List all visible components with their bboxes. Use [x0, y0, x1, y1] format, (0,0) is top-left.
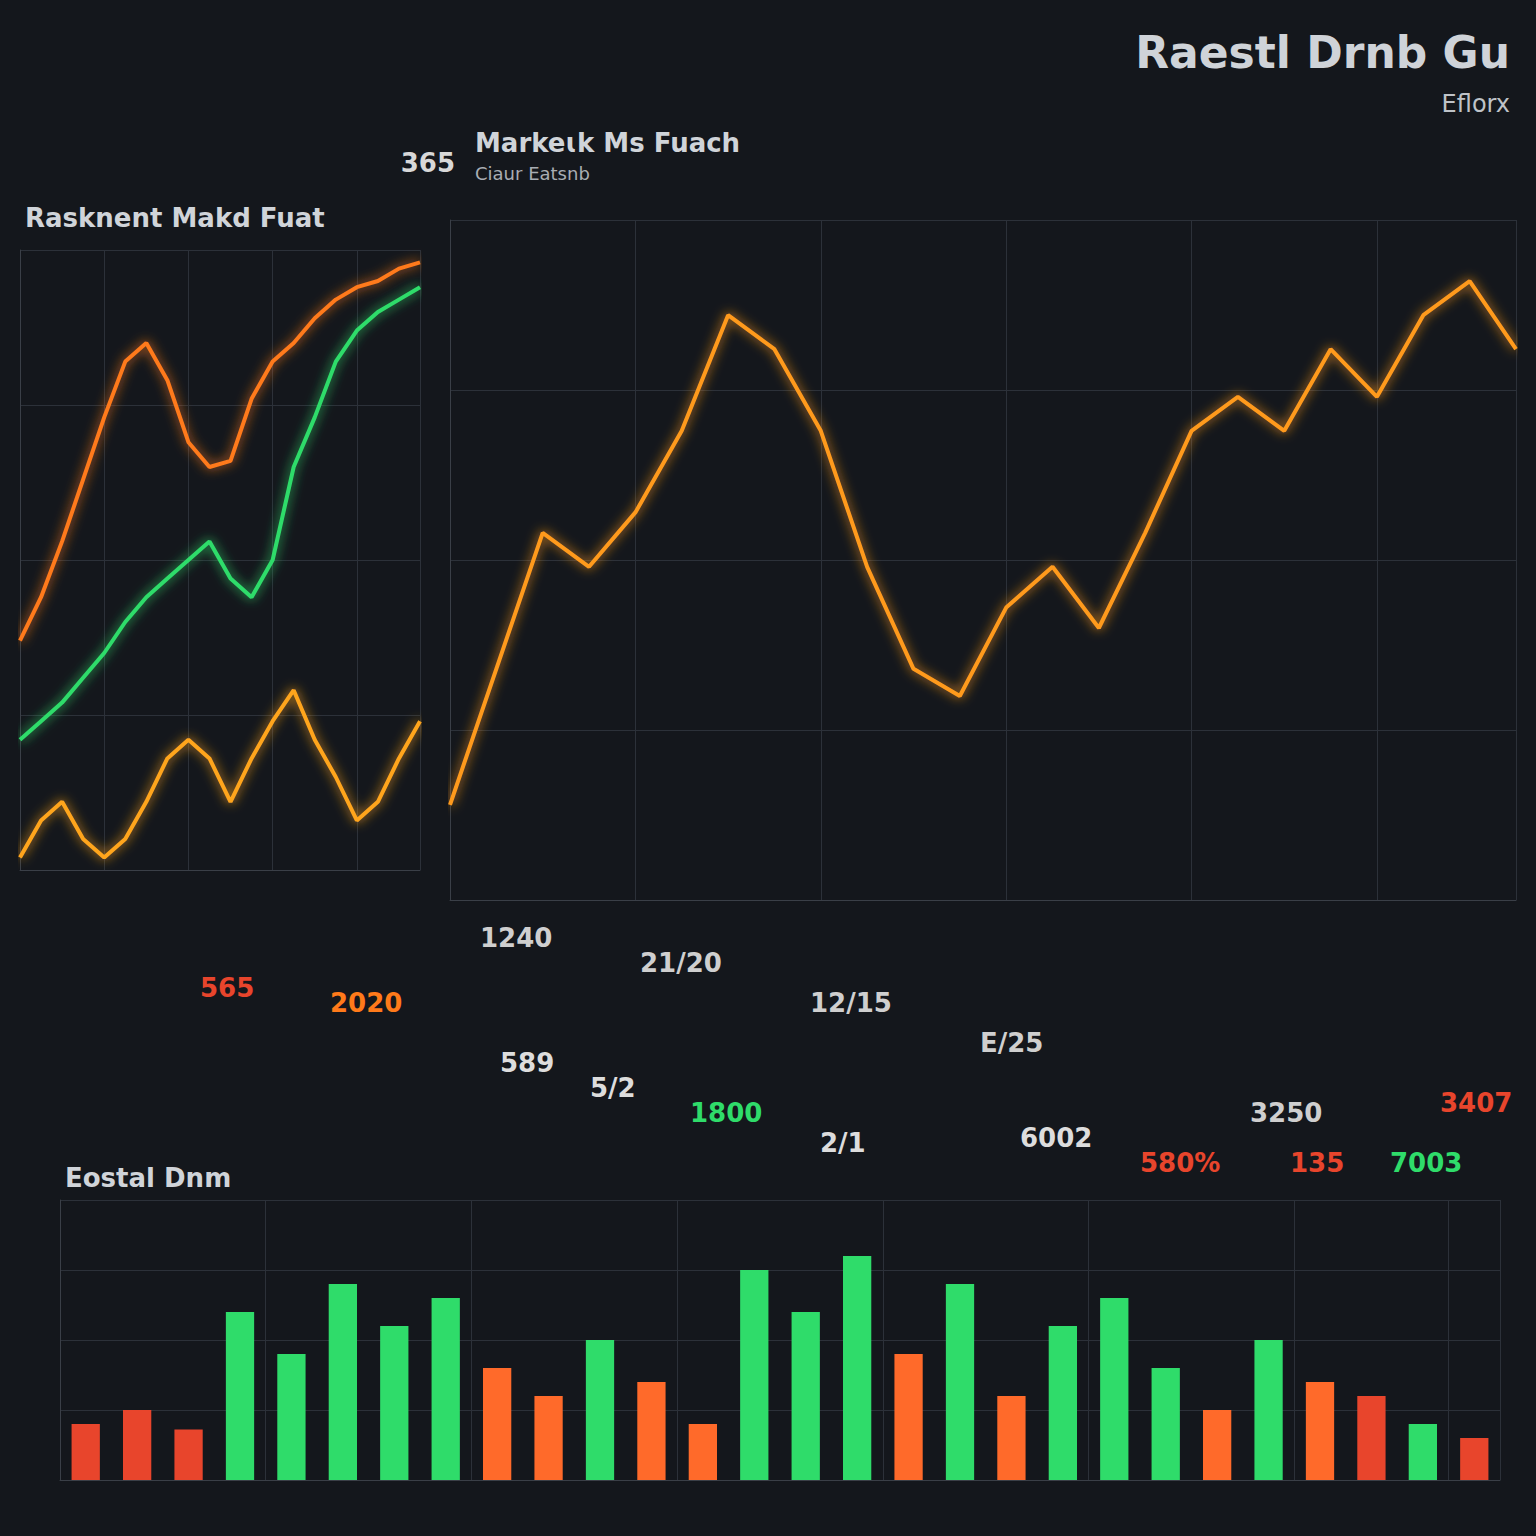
svg-text:5/2: 5/2: [590, 1073, 636, 1103]
svg-text:2/1: 2/1: [820, 1128, 866, 1158]
svg-text:6002: 6002: [1020, 1123, 1092, 1153]
svg-text:12/15: 12/15: [810, 988, 892, 1018]
svg-text:1240: 1240: [480, 923, 552, 953]
svg-text:3407: 3407: [1440, 1088, 1512, 1118]
svg-text:Rasknent Makd Fuat: Rasknent Makd Fuat: [25, 203, 325, 233]
svg-text:2020: 2020: [330, 988, 402, 1018]
svg-text:7003: 7003: [1390, 1148, 1462, 1178]
svg-text:E/25: E/25: [980, 1028, 1043, 1058]
svg-text:Markeɩk Ms Fuach: Markeɩk Ms Fuach: [475, 128, 740, 158]
svg-text:580%: 580%: [1140, 1148, 1220, 1178]
svg-text:3250: 3250: [1250, 1098, 1322, 1128]
svg-text:Ciaur Eatsnb: Ciaur Eatsnb: [475, 163, 590, 184]
svg-text:565: 565: [200, 973, 254, 1003]
svg-text:Raestl Drnb Gu: Raestl Drnb Gu: [1135, 27, 1510, 78]
svg-text:1800: 1800: [690, 1098, 762, 1128]
svg-text:135: 135: [1290, 1148, 1344, 1178]
svg-text:21/20: 21/20: [640, 948, 722, 978]
svg-text:Eostal Dnm: Eostal Dnm: [65, 1163, 231, 1193]
svg-text:Eflorx: Eflorx: [1442, 90, 1510, 118]
svg-text:589: 589: [500, 1048, 554, 1078]
svg-text:365: 365: [401, 148, 455, 178]
